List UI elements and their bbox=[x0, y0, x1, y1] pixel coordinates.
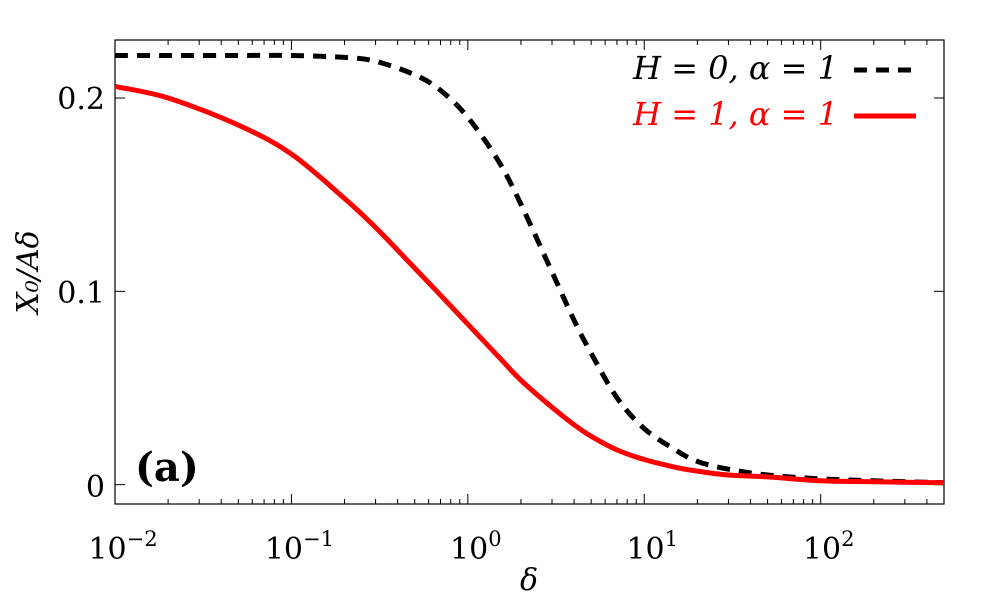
y-tick-label-0.1: 0.1 bbox=[57, 276, 105, 311]
x-tick-label-1: 10−1 bbox=[265, 527, 334, 567]
series-line-1 bbox=[114, 83, 945, 486]
legend-label-h0: H = 0, α = 1 bbox=[632, 49, 838, 87]
x-tick-label-2: 100 bbox=[450, 527, 502, 567]
x-tick-labels: 10−2 10−1 100 101 102 bbox=[88, 527, 854, 567]
y-tick-label-0.2: 0.2 bbox=[57, 82, 105, 117]
panel-label: (a) bbox=[135, 444, 199, 491]
axis-ticks bbox=[114, 40, 945, 504]
legend: H = 0, α = 1 H = 1, α = 1 bbox=[632, 49, 916, 133]
y-tick-label-0: 0 bbox=[86, 470, 105, 505]
series-line-0 bbox=[115, 52, 945, 486]
x-axis-label: δ bbox=[520, 563, 538, 598]
plot-frame bbox=[114, 39, 945, 505]
plot-area bbox=[114, 39, 945, 505]
legend-label-h1: H = 1, α = 1 bbox=[632, 95, 838, 133]
x-tick-label-3: 101 bbox=[626, 527, 678, 567]
y-axis-label: X₀/Aδ bbox=[11, 230, 46, 315]
x-tick-label-4: 102 bbox=[803, 527, 855, 567]
series-lines bbox=[114, 52, 945, 486]
x-tick-label-0: 10−2 bbox=[88, 527, 157, 567]
